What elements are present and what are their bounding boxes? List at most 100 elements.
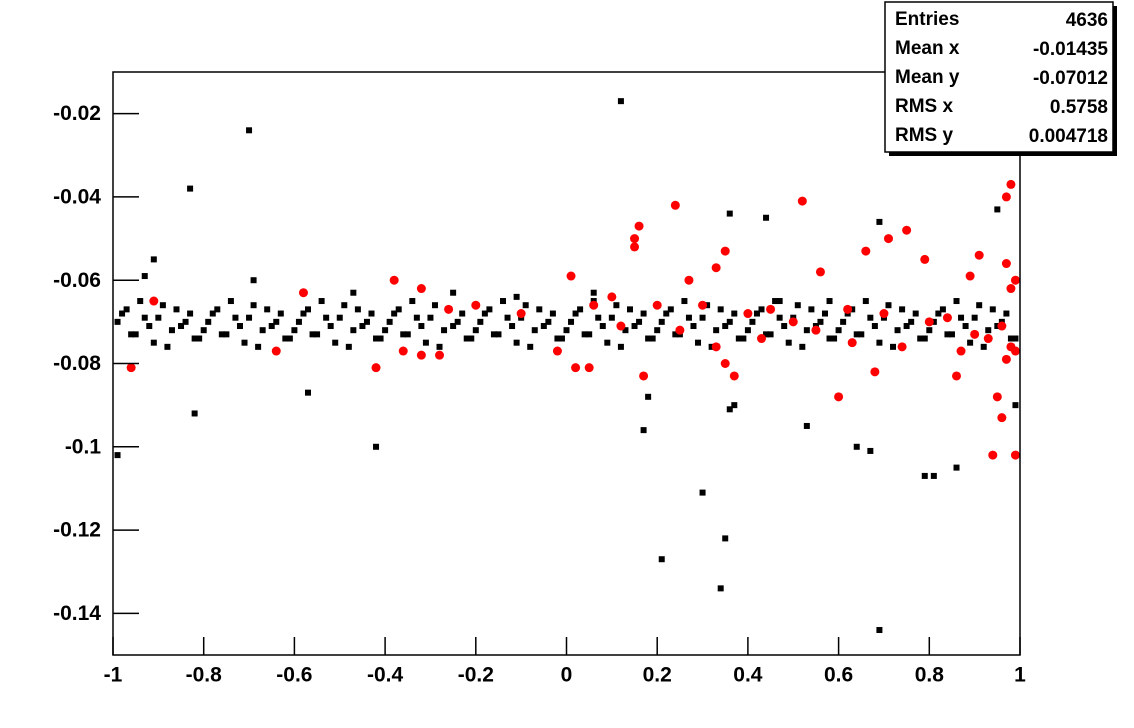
point [187, 310, 194, 317]
point [128, 331, 135, 338]
point [667, 306, 674, 313]
point [563, 327, 570, 334]
point [389, 275, 399, 285]
y-tick-label: -0.04 [53, 185, 101, 208]
point [731, 402, 738, 409]
point [286, 335, 293, 342]
point [354, 306, 361, 313]
point [268, 323, 275, 330]
x-tick-label: -0.4 [367, 664, 404, 687]
point [757, 334, 767, 344]
point [309, 331, 316, 338]
point [123, 306, 130, 313]
point [200, 327, 207, 334]
point [522, 302, 529, 309]
point [250, 302, 257, 309]
point [527, 343, 534, 350]
stat-value: 0.004718 [1029, 126, 1108, 147]
point [871, 323, 878, 330]
point [155, 314, 162, 321]
stats-box: Entries 4636 Mean x -0.01435 Mean y -0.07012 R… [884, 1, 1117, 156]
point [141, 314, 148, 321]
point [797, 196, 807, 206]
point [1001, 354, 1011, 364]
point [935, 310, 942, 317]
point [939, 306, 946, 313]
point [634, 221, 644, 231]
point [767, 331, 774, 338]
x-tick-label: 0.8 [915, 664, 945, 687]
point [726, 210, 733, 217]
point [191, 410, 198, 417]
point [141, 273, 148, 280]
point [921, 472, 928, 479]
point [1001, 259, 1011, 269]
point [273, 318, 280, 325]
point [613, 302, 620, 309]
point [450, 323, 457, 330]
point [720, 359, 730, 368]
x-tick-label: 0 [561, 664, 573, 687]
point [684, 275, 694, 285]
point [921, 335, 928, 342]
point [867, 447, 874, 454]
point [717, 306, 724, 313]
point [477, 318, 484, 325]
point [391, 310, 398, 317]
point [815, 267, 825, 277]
point [568, 318, 575, 325]
point [704, 302, 711, 309]
stat-label: RMS x [895, 96, 954, 117]
point [486, 306, 493, 313]
point [566, 271, 576, 281]
point [450, 289, 457, 296]
x-tick-label: 1 [1014, 664, 1026, 687]
point [685, 314, 692, 321]
point [236, 323, 243, 330]
point [735, 335, 742, 342]
point [944, 331, 951, 338]
point [373, 443, 380, 450]
point [173, 306, 180, 313]
point [962, 323, 969, 330]
point [441, 327, 448, 334]
stat-value: 0.5758 [1050, 97, 1108, 118]
point [300, 310, 307, 317]
point [277, 310, 284, 317]
point [435, 350, 445, 360]
point [956, 346, 966, 356]
point [626, 306, 633, 313]
point [595, 314, 602, 321]
point [114, 452, 121, 459]
point [785, 339, 792, 346]
point [431, 302, 438, 309]
point [150, 339, 157, 346]
point [699, 314, 706, 321]
x-tick-label: 0.2 [643, 664, 672, 687]
point [997, 413, 1007, 423]
point [843, 304, 853, 314]
point [209, 310, 216, 317]
point [513, 293, 520, 300]
point [395, 306, 402, 313]
point [649, 335, 656, 342]
point [531, 327, 538, 334]
point [454, 318, 461, 325]
stat-value: -0.01435 [1033, 39, 1108, 60]
point [404, 331, 411, 338]
axes: -1 -0.8 -0.6 -0.4 -0.2 0 0.2 0.4 0.6 0.8 1 -0.02 -0.… [53, 102, 1026, 686]
point [617, 343, 624, 350]
x-tick-label: -0.6 [276, 664, 312, 687]
point [119, 310, 126, 317]
point [942, 313, 952, 323]
stats-panel [884, 1, 1114, 153]
stat-label: Entries [895, 9, 959, 30]
point [847, 338, 857, 348]
point [246, 314, 253, 321]
point [126, 363, 136, 373]
point [699, 489, 706, 496]
point [970, 329, 980, 339]
point [554, 335, 561, 342]
